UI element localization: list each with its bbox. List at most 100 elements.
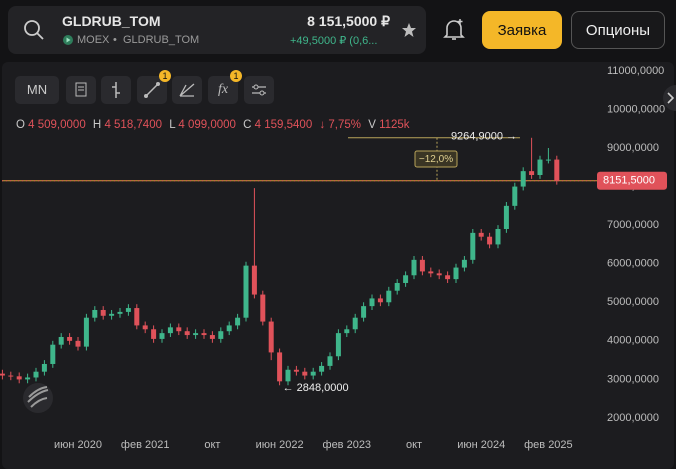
candle-body [285, 369, 291, 382]
instrument-header[interactable]: GLDRUB_TOM MOEX • GLDRUB_TOM 8 151,5000 … [8, 6, 426, 54]
x-tick-label: фев 2025 [524, 439, 573, 451]
y-tick-label: 3000,0000 [607, 373, 659, 385]
candle-body [151, 329, 157, 339]
badge: 1 [159, 70, 171, 82]
ohlc-key: H [92, 119, 102, 131]
x-tick-label: фев 2021 [121, 439, 170, 451]
badge: 1 [230, 70, 242, 82]
x-tick-label: окт [406, 439, 422, 451]
chart-panel [2, 62, 674, 469]
price-change: +49,5000 ₽ (0,6... [290, 35, 378, 47]
search-icon [24, 20, 44, 40]
code: GLDRUB_TOM [123, 34, 200, 46]
indicator-tool[interactable] [66, 76, 96, 104]
measure-label: −12,0% [419, 154, 453, 165]
options-button[interactable]: Опционы [571, 11, 665, 49]
candle-body [445, 275, 451, 280]
candle-body [453, 267, 459, 280]
candle-body [167, 327, 173, 334]
y-tick-label: 5000,0000 [607, 296, 659, 308]
candle-body [302, 371, 308, 376]
candle-body [361, 306, 367, 318]
candle-body [352, 317, 358, 330]
last-price-label: 8151,5000 [603, 175, 655, 187]
x-tick-label: июн 2020 [54, 439, 102, 451]
y-tick-label: 11000,0000 [607, 65, 664, 77]
y-tick-label: 7000,0000 [607, 219, 659, 231]
candle-body [41, 363, 47, 372]
ohlc-value: 4 099,0000 [178, 119, 236, 131]
x-tick-label: окт [204, 439, 220, 451]
x-tick-label: июн 2022 [256, 439, 304, 451]
candle-body [8, 375, 14, 377]
price: 8 151,5000 ₽ [307, 13, 390, 29]
candle-body [67, 336, 73, 341]
x-tick-label: июн 2024 [457, 439, 505, 451]
candle-body [495, 228, 501, 245]
settings-tool[interactable] [244, 76, 274, 104]
candle-body [319, 365, 325, 372]
logo [23, 383, 53, 413]
candle-body [235, 317, 241, 326]
candle-body [293, 369, 299, 372]
favorite-icon[interactable] [401, 22, 417, 38]
collapse-button[interactable] [663, 85, 676, 111]
candle-body [478, 232, 484, 237]
y-tick-label: 6000,0000 [607, 258, 659, 270]
shape-tool[interactable] [172, 76, 202, 104]
alerts-icon[interactable] [442, 17, 466, 43]
min-label: ← 2848,0000 [283, 382, 349, 394]
candle-body [75, 340, 81, 347]
candle-body [25, 377, 31, 380]
ohlc-key: C [243, 119, 252, 131]
candle-body [520, 171, 526, 187]
candle-body [327, 356, 333, 366]
ohlc-change: ↓ 7,75% [319, 119, 361, 131]
interval-button[interactable]: MN [15, 76, 59, 104]
candle-body [226, 325, 232, 332]
y-tick-label: 10000,0000 [607, 103, 665, 115]
candle-body [344, 329, 350, 334]
candle-body [277, 352, 283, 382]
last-price-tag [597, 171, 667, 190]
ohlc-info: O 4 509,0000 H 4 518,7400 L 4 099,0000 C… [16, 119, 414, 131]
candle-body [83, 317, 89, 347]
candle-body [260, 294, 266, 322]
candle-body [377, 298, 383, 303]
candle-body [218, 331, 224, 339]
candle-body [92, 309, 98, 318]
candle-body [436, 273, 442, 276]
candle-body [209, 335, 215, 339]
ticker: GLDRUB_TOM [62, 13, 161, 29]
collapse-icon [667, 92, 675, 104]
order-button[interactable]: Заявка [482, 11, 562, 49]
x-tick-label: фев 2023 [323, 439, 372, 451]
candle-body [537, 159, 543, 176]
candle-body [117, 311, 123, 314]
candle-body [159, 333, 165, 339]
ohlc-value: 4 159,5400 [254, 119, 313, 131]
candle-body [50, 344, 56, 364]
candle-body [109, 313, 115, 316]
candle-body [369, 298, 375, 307]
candle-body [201, 333, 207, 336]
candle-body [58, 336, 64, 345]
candle-body [411, 259, 417, 276]
ohlc-key: L [169, 119, 176, 131]
candle-body [403, 275, 409, 283]
candle-body [554, 159, 560, 181]
y-tick-label: 9000,0000 [607, 142, 659, 154]
separator: • [113, 34, 117, 46]
candle-body [16, 376, 22, 380]
candle-body [335, 333, 341, 357]
ohlc-key: O [16, 119, 25, 131]
candle-body [487, 236, 493, 245]
max-label: 9264,9000 → [451, 131, 517, 143]
candle-body [0, 373, 5, 376]
candle-body [193, 333, 199, 336]
candle-body [243, 265, 249, 318]
ohlc-value: 4 509,0000 [28, 119, 86, 131]
bar-type-tool[interactable] [101, 76, 131, 104]
candle-body [386, 290, 392, 303]
